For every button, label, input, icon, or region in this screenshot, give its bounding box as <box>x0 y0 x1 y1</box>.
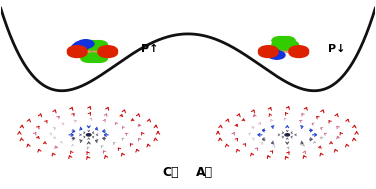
Circle shape <box>272 36 288 45</box>
Circle shape <box>282 43 296 50</box>
Circle shape <box>272 41 288 49</box>
Circle shape <box>91 41 108 49</box>
Circle shape <box>285 134 290 136</box>
Circle shape <box>279 41 295 49</box>
Circle shape <box>275 41 292 49</box>
Circle shape <box>275 36 292 45</box>
Circle shape <box>81 50 94 57</box>
Circle shape <box>282 46 295 53</box>
Circle shape <box>259 46 278 56</box>
Circle shape <box>74 41 91 49</box>
Circle shape <box>77 40 94 48</box>
Circle shape <box>88 54 104 62</box>
Circle shape <box>84 43 98 50</box>
Circle shape <box>98 48 117 57</box>
Circle shape <box>265 50 282 58</box>
Circle shape <box>272 46 285 53</box>
Circle shape <box>278 43 292 50</box>
Text: A⃝: A⃝ <box>196 166 214 179</box>
Circle shape <box>91 50 104 57</box>
Circle shape <box>84 54 101 62</box>
Circle shape <box>87 53 101 60</box>
Circle shape <box>84 53 98 60</box>
Circle shape <box>86 134 91 136</box>
Circle shape <box>88 41 104 49</box>
Circle shape <box>91 54 108 62</box>
Circle shape <box>81 46 94 53</box>
Circle shape <box>279 36 295 45</box>
Text: P↓: P↓ <box>329 43 346 53</box>
Text: C⃝: C⃝ <box>163 166 179 179</box>
Circle shape <box>67 46 87 56</box>
Circle shape <box>67 48 87 57</box>
Circle shape <box>90 43 105 50</box>
Circle shape <box>259 48 278 57</box>
Circle shape <box>262 48 278 56</box>
Text: P↑: P↑ <box>141 43 159 53</box>
Circle shape <box>90 53 105 60</box>
Circle shape <box>84 41 101 49</box>
Circle shape <box>87 43 101 50</box>
Circle shape <box>272 42 285 49</box>
Circle shape <box>282 42 295 49</box>
Circle shape <box>72 43 88 51</box>
Circle shape <box>282 41 299 49</box>
Circle shape <box>289 46 309 56</box>
Circle shape <box>81 54 97 62</box>
Circle shape <box>268 51 285 59</box>
Circle shape <box>275 43 289 50</box>
Circle shape <box>98 46 117 56</box>
Circle shape <box>81 41 97 49</box>
Circle shape <box>289 48 309 57</box>
Circle shape <box>91 46 104 53</box>
